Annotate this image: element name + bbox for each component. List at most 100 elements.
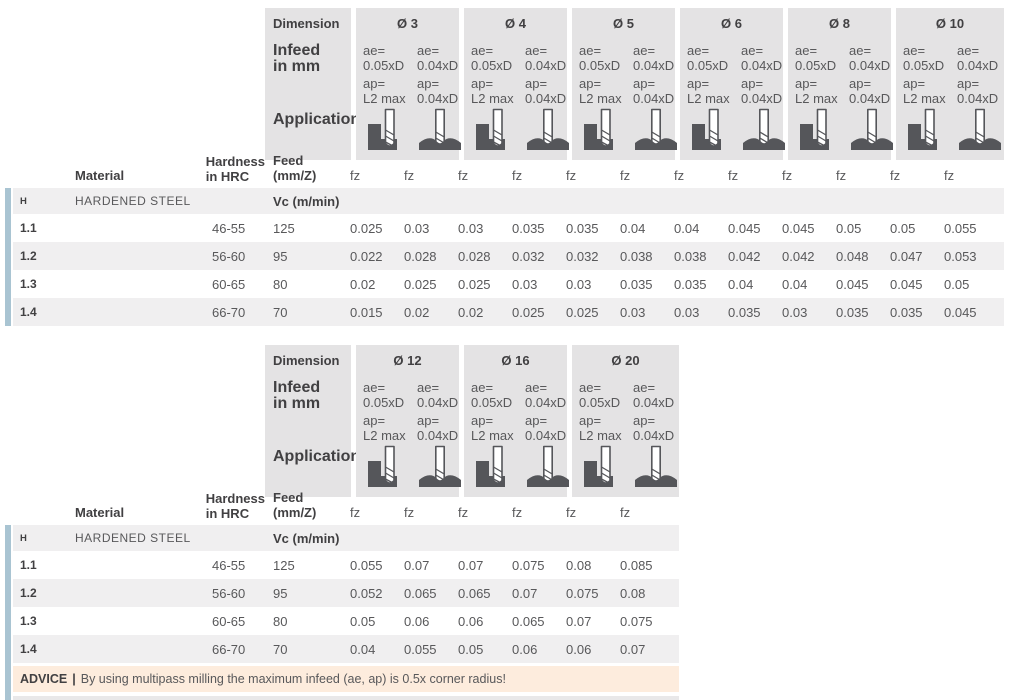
dimension-group: Ø 16 ae= 0.05xD ap= L2 max ae= 0.04xD ap= 0.… [464, 345, 569, 497]
fz-label: fz [350, 168, 361, 183]
hardness-range: 60-65 [212, 276, 246, 292]
side-milling-icon [581, 445, 633, 489]
feed-value: 0.04 [674, 220, 700, 236]
feed-value: 0.035 [728, 304, 761, 320]
feed-value: 0.025 [566, 304, 599, 320]
vc-label: Vc (m/min) [273, 193, 340, 209]
group-code: H [20, 195, 27, 207]
material-hardness-labels: Material Hardness in HRC [75, 154, 265, 188]
feed-value: 0.038 [620, 248, 653, 264]
row-id: 1.3 [20, 614, 37, 628]
ae-infeed-value: ae= 0.04xD [957, 43, 999, 73]
feed-value: 0.03 [620, 304, 646, 320]
feed-value: 0.065 [404, 585, 437, 601]
vc-value: 95 [273, 585, 288, 601]
ae-infeed-value: ae= 0.05xD [795, 43, 837, 73]
ae-infeed-value: ae= 0.05xD [903, 43, 945, 73]
dimension-group: Ø 10 ae= 0.05xD ap= L2 max ae= 0.04xD ap= 0.… [896, 8, 1004, 160]
material-label: Material [75, 168, 125, 183]
hardness-range: 46-55 [212, 220, 246, 236]
row-id: 1.3 [20, 277, 37, 291]
feed-value: 0.07 [620, 641, 646, 657]
dimension-group: Ø 3 ae= 0.05xD ap= L2 max ae= 0.04xD ap= 0.0… [356, 8, 461, 160]
hardness-label: Hardness in HRC [205, 154, 265, 184]
infeed-subcolumn-slot: ae= 0.04xD ap= 0.04xD [633, 43, 687, 106]
slot-milling-icon [957, 108, 1011, 152]
feed-value: 0.05 [944, 276, 970, 292]
feed-value: 0.04 [728, 276, 754, 292]
dimension-value: Ø 10 [935, 16, 965, 31]
ap-infeed-value: ap= 0.04xD [417, 76, 459, 106]
feed-value: 0.08 [620, 585, 646, 601]
fz-label: fz [620, 505, 631, 520]
application-icons [464, 105, 569, 160]
feed-values: 0.015 0.02 0.02 0.025 0.025 0.03 0.03 0.035 0.03… [350, 305, 998, 320]
accent-bar [5, 188, 11, 326]
dimension-value: Ø 5 [613, 16, 634, 31]
cutting-data-table-1: Dimension Infeed in mm Application Ø 3 ae= 0… [0, 8, 1011, 326]
infeed-subcolumn-side: ae= 0.05xD ap= L2 max [687, 43, 741, 106]
ap-infeed-value: ap= L2 max [471, 76, 514, 106]
column-labels-row: Material Hardness in HRC Feed (mm/Z) fz fz fz… [0, 490, 1011, 525]
feed-values: 0.055 0.07 0.07 0.075 0.08 0.085 [350, 558, 674, 573]
feed-value: 0.045 [782, 220, 815, 236]
slot-milling-icon [417, 108, 471, 152]
feed-value: 0.022 [350, 248, 383, 264]
rows-stack: H HARDENED STEEL Vc (m/min) 1.1 46-55 125 0.05… [13, 525, 679, 700]
table-body: H HARDENED STEEL Vc (m/min) 1.1 46-55 125 0.02… [0, 188, 1011, 326]
infeed-subcolumn-slot: ae= 0.04xD ap= 0.04xD [417, 380, 471, 443]
infeed-subcolumn-side: ae= 0.05xD ap= L2 max [579, 43, 633, 106]
feed-value: 0.04 [620, 220, 646, 236]
slot-milling-icon [741, 108, 795, 152]
infeed-subcolumn-side: ae= 0.05xD ap= L2 max [471, 380, 525, 443]
infeed-subcolumns: ae= 0.05xD ap= L2 max ae= 0.04xD ap= 0.04xD [572, 38, 675, 106]
fz-label: fz [890, 168, 901, 183]
application-icons [356, 442, 461, 497]
feed-value: 0.025 [512, 304, 545, 320]
application-icons [680, 105, 785, 160]
dimension-group: Ø 5 ae= 0.05xD ap= L2 max ae= 0.04xD ap= 0.0… [572, 8, 677, 160]
feed-value: 0.035 [836, 304, 869, 320]
fz-label: fz [404, 168, 415, 183]
data-row: 1.3 60-65 80 0.02 0.025 0.025 0.03 0.03 0.035 0.0… [13, 270, 1004, 298]
row-id: 1.1 [20, 558, 37, 572]
feed-value: 0.07 [512, 585, 538, 601]
vc-value: 125 [273, 557, 295, 573]
ae-infeed-value: ae= 0.04xD [633, 43, 675, 73]
feed-value: 0.045 [728, 220, 761, 236]
accent-bar [5, 525, 11, 700]
fz-label: fz [674, 168, 685, 183]
dimension-group: Ø 8 ae= 0.05xD ap= L2 max ae= 0.04xD ap= 0.0… [788, 8, 893, 160]
feed-value: 0.035 [674, 276, 707, 292]
ap-infeed-value: ap= L2 max [363, 413, 406, 443]
feed-value: 0.042 [782, 248, 815, 264]
fz-labels: fz fz fz fz fz fz fz fz fz fz fz fz [350, 168, 998, 188]
feed-value: 0.075 [512, 557, 545, 573]
ap-infeed-value: ap= L2 max [579, 76, 622, 106]
application-label: Application [273, 448, 361, 465]
ap-infeed-value: ap= 0.04xD [525, 76, 567, 106]
ae-infeed-value: ae= 0.05xD [471, 43, 513, 73]
ap-infeed-value: ap= L2 max [579, 413, 622, 443]
material-group-row: H HARDENED STEEL Vc (m/min) [13, 188, 1004, 214]
dimension-label: Dimension [273, 16, 340, 31]
data-row: 1.1 46-55 125 0.055 0.07 0.07 0.075 0.08 0.085 [13, 551, 679, 579]
group-name: HARDENED STEEL [75, 194, 191, 208]
advice-bar: ADVICE | By using multipass milling the ma… [13, 666, 679, 692]
hardness-range: 56-60 [212, 585, 246, 601]
vc-label: Vc (m/min) [273, 530, 340, 546]
feed-value: 0.038 [674, 248, 707, 264]
infeed-subcolumn-side: ae= 0.05xD ap= L2 max [363, 43, 417, 106]
feed-value: 0.042 [728, 248, 761, 264]
feed-value: 0.047 [890, 248, 923, 264]
feed-value: 0.025 [458, 276, 491, 292]
column-labels-row: Material Hardness in HRC Feed (mm/Z) fz fz fz… [0, 153, 1011, 188]
data-row: 1.4 66-70 70 0.04 0.055 0.05 0.06 0.06 0.07 [13, 635, 679, 663]
feed-values: 0.05 0.06 0.06 0.065 0.07 0.075 [350, 614, 674, 629]
application-icons [356, 105, 461, 160]
feed-value: 0.052 [350, 585, 383, 601]
feed-value: 0.03 [782, 304, 808, 320]
feed-value: 0.04 [782, 276, 808, 292]
ap-infeed-value: ap= 0.04xD [417, 413, 459, 443]
infeed-subcolumns: ae= 0.05xD ap= L2 max ae= 0.04xD ap= 0.04xD [680, 38, 783, 106]
